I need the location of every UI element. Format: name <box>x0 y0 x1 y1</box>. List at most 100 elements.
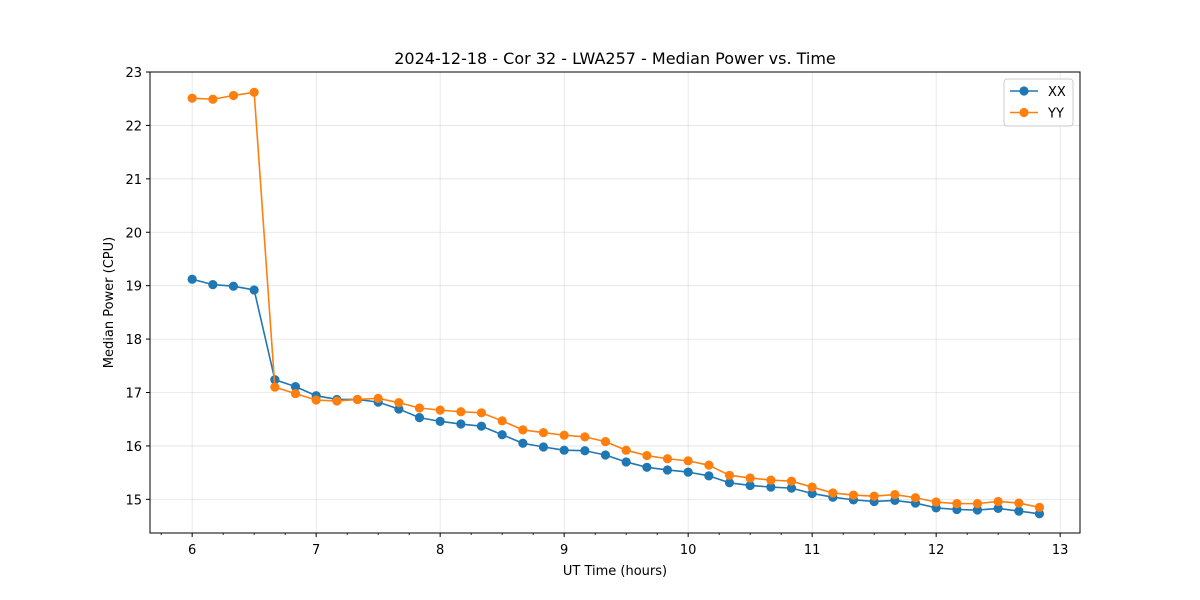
data-point-xx <box>414 413 425 423</box>
data-point-yy <box>249 87 259 97</box>
x-tick-label: 12 <box>928 543 945 558</box>
data-point-yy <box>476 408 487 418</box>
data-point-xx <box>1014 506 1024 516</box>
data-point-xx <box>249 285 259 295</box>
data-point-yy <box>931 497 941 507</box>
data-point-xx <box>1034 509 1045 519</box>
y-tick-label: 19 <box>125 280 142 295</box>
data-point-yy <box>332 396 342 406</box>
data-point-xx <box>456 419 466 429</box>
data-point-yy <box>952 499 962 509</box>
data-point-yy <box>828 488 838 498</box>
data-point-yy <box>642 450 652 461</box>
legend-marker-xx <box>1019 86 1029 96</box>
data-point-xx <box>600 450 611 460</box>
data-point-yy <box>311 395 321 405</box>
data-point-yy <box>890 489 900 500</box>
data-point-yy <box>972 499 983 509</box>
data-point-xx <box>704 471 714 481</box>
data-point-xx <box>766 482 776 492</box>
data-point-yy <box>580 432 590 442</box>
y-axis-label: Median Power (CPU) <box>102 237 117 368</box>
data-point-yy <box>910 493 921 503</box>
data-point-yy <box>766 475 776 485</box>
data-point-xx <box>435 416 445 426</box>
legend-label-yy: YY <box>1047 107 1064 122</box>
data-point-yy <box>414 403 425 413</box>
chart-title: 2024-12-18 - Cor 32 - LWA257 - Median Po… <box>394 49 836 68</box>
data-point-xx <box>662 465 673 475</box>
data-point-yy <box>518 425 528 435</box>
data-point-yy <box>373 393 383 403</box>
data-point-yy <box>1014 498 1024 508</box>
x-tick-label: 10 <box>680 543 697 558</box>
data-point-xx <box>394 404 404 414</box>
x-tick-label: 9 <box>560 543 568 558</box>
data-point-xx <box>642 462 652 472</box>
data-point-yy <box>497 416 507 426</box>
data-point-yy <box>352 394 363 405</box>
data-point-yy <box>270 382 280 392</box>
plot-frame <box>149 71 1081 534</box>
y-tick-label: 21 <box>125 173 142 188</box>
y-tick-label: 16 <box>125 440 142 455</box>
data-point-yy <box>394 398 404 408</box>
y-tick-label: 15 <box>125 493 142 508</box>
x-tick-label: 7 <box>312 543 320 558</box>
data-point-xx <box>187 274 197 284</box>
x-tick-label: 11 <box>804 543 821 558</box>
data-point-xx <box>518 438 528 448</box>
data-point-yy <box>228 90 239 101</box>
data-point-xx <box>807 488 817 499</box>
data-point-xx <box>559 445 569 455</box>
series-layer <box>187 87 1045 519</box>
y-tick-label: 23 <box>125 66 142 81</box>
data-point-xx <box>290 382 301 392</box>
data-point-yy <box>993 496 1003 507</box>
y-tick-label: 18 <box>125 333 142 348</box>
data-point-yy <box>662 454 673 464</box>
data-point-xx <box>621 457 631 467</box>
data-point-yy <box>704 460 714 470</box>
data-point-xx <box>208 280 218 290</box>
data-point-xx <box>993 503 1003 514</box>
data-point-xx <box>972 505 983 515</box>
data-point-yy <box>538 427 549 438</box>
legend: XX YY <box>1003 78 1074 127</box>
data-point-xx <box>228 281 239 291</box>
axis-layer: 6 7 8 9 10 11 12 13 15 16 17 18 19 20 21 22 23 <box>125 66 1068 558</box>
data-point-xx <box>580 446 590 456</box>
y-tick-label: 17 <box>125 387 142 402</box>
data-point-xx <box>724 478 735 488</box>
data-point-xx <box>476 421 487 431</box>
data-point-xx <box>683 467 693 477</box>
data-point-yy <box>848 490 859 500</box>
legend-marker-yy <box>1019 107 1029 118</box>
data-point-xx <box>538 442 549 452</box>
data-point-xx <box>786 483 797 493</box>
legend-label-xx: XX <box>1048 85 1066 100</box>
data-point-yy <box>435 405 445 415</box>
data-point-yy <box>786 476 797 486</box>
x-tick-label: 6 <box>188 543 196 558</box>
data-point-yy <box>869 491 879 501</box>
data-point-yy <box>683 456 693 466</box>
data-point-yy <box>208 94 218 104</box>
data-point-yy <box>621 445 631 455</box>
data-point-xx <box>497 430 507 440</box>
data-point-yy <box>724 470 735 480</box>
data-point-xx <box>745 480 755 491</box>
series-yy <box>187 87 1045 512</box>
x-tick-label: 8 <box>436 543 444 558</box>
data-point-yy <box>559 430 569 440</box>
data-point-yy <box>456 407 466 417</box>
x-tick-label: 13 <box>1052 543 1069 558</box>
data-point-yy <box>1034 502 1045 512</box>
data-point-yy <box>187 93 197 103</box>
y-tick-label: 20 <box>125 226 142 241</box>
data-point-yy <box>745 473 755 483</box>
x-axis-label: UT Time (hours) <box>563 564 667 579</box>
data-point-yy <box>290 388 301 399</box>
data-point-yy <box>600 437 611 447</box>
